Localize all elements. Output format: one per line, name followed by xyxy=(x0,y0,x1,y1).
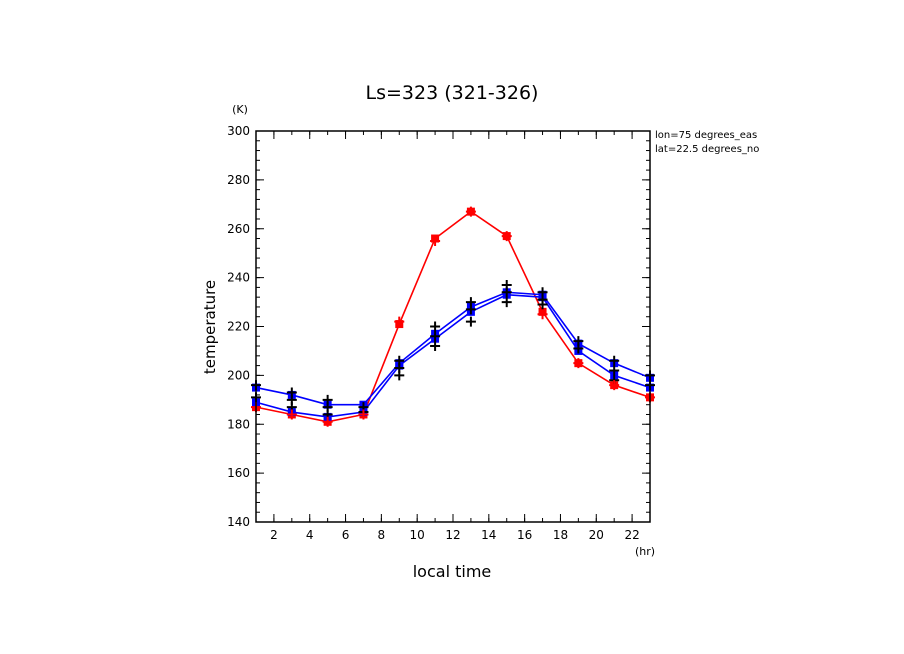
scatter-point xyxy=(394,316,405,327)
scatter-point xyxy=(465,206,476,217)
scatter-point xyxy=(465,316,476,327)
scatter-point xyxy=(430,341,441,352)
scatter-point xyxy=(430,331,441,342)
y-tick-label: 220 xyxy=(227,320,250,334)
x-tick-label: 14 xyxy=(481,528,496,542)
scatter-point xyxy=(358,409,369,420)
scatter-point xyxy=(609,365,620,376)
y-tick-label: 300 xyxy=(227,124,250,138)
plot-area-frame xyxy=(255,130,651,523)
y-tick-label: 280 xyxy=(227,173,250,187)
x-tick-label: 4 xyxy=(306,528,314,542)
y-tick-label: 180 xyxy=(227,417,250,431)
scatter-point xyxy=(609,380,620,391)
x-tick-label: 8 xyxy=(378,528,386,542)
x-unit-label: (hr) xyxy=(635,545,655,558)
series-line-2 xyxy=(255,291,651,406)
scatter-point xyxy=(537,299,548,310)
series-line-0 xyxy=(255,210,651,423)
annotation-lat: lat=22.5 degrees_no xyxy=(655,144,759,155)
x-tick-label: 2 xyxy=(270,528,278,542)
x-tick-label: 18 xyxy=(553,528,568,542)
x-axis-title: local time xyxy=(413,562,492,581)
x-tick-label: 16 xyxy=(517,528,532,542)
y-tick-label: 160 xyxy=(227,466,250,480)
y-tick-label: 260 xyxy=(227,222,250,236)
series-line-1 xyxy=(255,293,651,418)
x-tick-label: 10 xyxy=(410,528,425,542)
scatter-point xyxy=(501,231,512,242)
scatter-point xyxy=(286,409,297,420)
scatter-point xyxy=(609,355,620,366)
y-axis-title: temperature xyxy=(201,280,219,374)
x-tick-label: 20 xyxy=(589,528,604,542)
x-tick-label: 22 xyxy=(624,528,639,542)
scatter-point xyxy=(465,304,476,315)
y-tick-label: 240 xyxy=(227,271,250,285)
series-lines xyxy=(255,210,651,423)
y-tick-label: 200 xyxy=(227,368,250,382)
scatter-point xyxy=(537,309,548,320)
chart-title: Ls=323 (321-326) xyxy=(366,82,539,104)
scatter-point xyxy=(573,358,584,369)
scatter-points xyxy=(251,206,655,427)
scatter-point xyxy=(573,343,584,354)
x-tick-label: 12 xyxy=(445,528,460,542)
scatter-point xyxy=(430,235,441,246)
x-tick-label: 6 xyxy=(342,528,350,542)
scatter-point xyxy=(394,370,405,381)
series-markers xyxy=(252,207,654,426)
scatter-point xyxy=(430,321,441,332)
scatter-point xyxy=(322,416,333,427)
axis-tick-labels: 2 4 6 8 10 12 14 16 18 20 22 140 160 180 200 220 240 260 2… xyxy=(227,124,640,542)
axis-ticks xyxy=(255,130,651,523)
scatter-point xyxy=(501,297,512,308)
y-unit-label: (K) xyxy=(232,103,248,116)
annotation-lon: lon=75 degrees_eas xyxy=(655,130,757,141)
y-tick-label: 140 xyxy=(227,515,250,529)
scatter-point xyxy=(501,287,512,298)
